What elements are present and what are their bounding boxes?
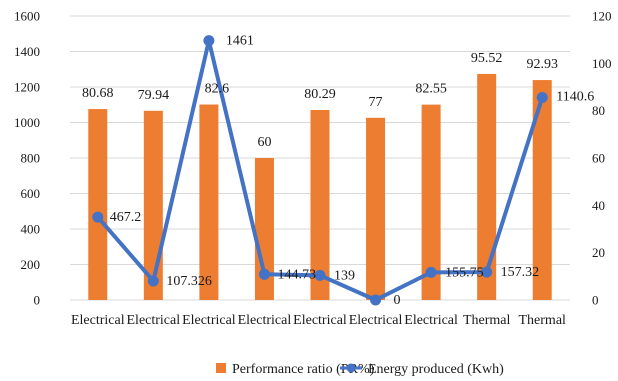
line-data-label: 0 xyxy=(394,293,401,308)
bar xyxy=(254,158,274,300)
line-data-label: 1461 xyxy=(226,34,254,49)
line-data-label: 467.2 xyxy=(110,210,141,225)
x-category-label: Thermal xyxy=(463,313,511,328)
bar xyxy=(366,117,386,301)
x-category-label: Electrical xyxy=(404,313,458,328)
bar xyxy=(421,104,441,300)
legend-line-label: Energy produced (Kwh) xyxy=(368,362,504,377)
y-left-tick-label: 800 xyxy=(21,151,41,166)
line-data-label: 144.73 xyxy=(277,267,316,282)
bar-data-label: 92.93 xyxy=(526,57,558,72)
x-category-label: Electrical xyxy=(293,313,347,328)
bar xyxy=(532,80,552,300)
line-point xyxy=(536,92,548,104)
bar-data-label: 95.52 xyxy=(471,51,503,66)
y-left-tick-label: 400 xyxy=(21,222,41,237)
x-category-label: Thermal xyxy=(519,313,567,328)
x-category-label: Electrical xyxy=(127,313,181,328)
y-left-tick-label: 1200 xyxy=(14,80,40,95)
line-data-label: 155.75 xyxy=(445,265,484,280)
bar-data-label: 82.55 xyxy=(415,82,447,97)
y-right-tick-label: 20 xyxy=(592,245,605,260)
bar-data-label: 82.6 xyxy=(205,82,230,97)
y-right-tick-label: 40 xyxy=(592,198,605,213)
y-left-tick-label: 600 xyxy=(21,186,41,201)
legend-line-marker xyxy=(346,363,356,373)
y-right-tick-label: 100 xyxy=(592,56,612,71)
bar-data-label: 77 xyxy=(369,95,383,110)
line-point xyxy=(370,294,382,306)
line-data-label: 157.32 xyxy=(501,265,539,280)
data-labels: 80.68 79.94 82.6 60 80.29 77 82.55 95.52 92.93 46… xyxy=(82,34,594,308)
y-left-tick-label: 1000 xyxy=(14,115,40,130)
bar xyxy=(310,109,330,300)
y-left-tick-label: 0 xyxy=(34,293,41,308)
bar xyxy=(477,73,497,300)
performance-bars xyxy=(88,73,552,301)
y-right-tick-label: 120 xyxy=(592,9,612,24)
line-point xyxy=(314,269,326,281)
legend: Performance ratio (PR%) Energy produced … xyxy=(216,362,504,377)
line-point xyxy=(425,266,437,278)
x-category-label: Electrical xyxy=(349,313,403,328)
line-point xyxy=(481,266,493,278)
bar xyxy=(88,109,108,300)
line-point xyxy=(147,275,159,287)
bar-data-label: 80.68 xyxy=(82,86,114,101)
x-category-label: Electrical xyxy=(71,313,125,328)
energy-line xyxy=(92,35,548,306)
x-category-label: Electrical xyxy=(182,313,236,328)
bar-data-label: 79.94 xyxy=(138,88,170,103)
legend-bar-label: Performance ratio (PR%) xyxy=(232,362,375,377)
line-point xyxy=(258,268,270,280)
line-point xyxy=(92,211,104,223)
bar xyxy=(199,104,219,300)
x-category-label: Electrical xyxy=(238,313,292,328)
y-right-tick-label: 60 xyxy=(592,151,605,166)
line-point xyxy=(203,35,215,47)
bar-data-label: 80.29 xyxy=(304,87,336,102)
y-right-tick-label: 80 xyxy=(592,103,605,118)
bar-data-label: 60 xyxy=(257,135,271,150)
axes: 0200400600800100012001400160002040608010… xyxy=(14,9,612,329)
line-data-label: 107.326 xyxy=(166,274,212,289)
y-left-tick-label: 1400 xyxy=(14,44,40,59)
line-data-label: 139 xyxy=(334,268,355,283)
y-left-tick-label: 1600 xyxy=(14,9,40,24)
line-data-label: 1140.6 xyxy=(556,90,594,105)
y-right-tick-label: 0 xyxy=(592,293,599,308)
legend-bar-swatch xyxy=(216,363,226,373)
y-left-tick-label: 200 xyxy=(21,257,41,272)
